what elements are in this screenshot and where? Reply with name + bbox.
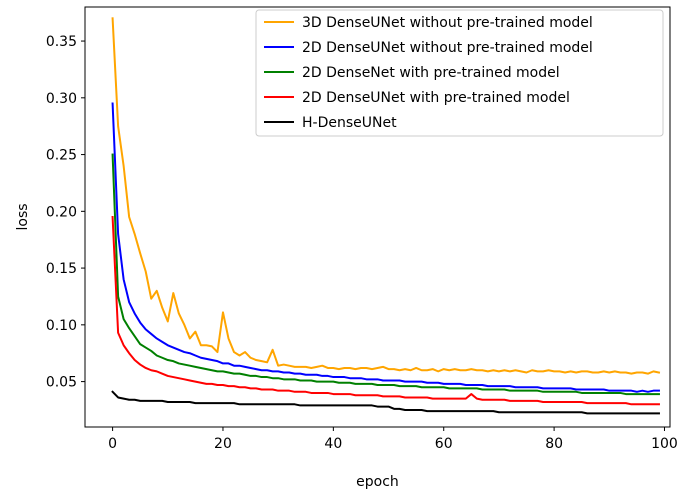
x-tick-label: 20 <box>214 436 232 452</box>
y-tick-label: 0.35 <box>46 34 77 50</box>
legend-label-1: 3D DenseUNet without pre-trained model <box>302 15 593 31</box>
series-line-3 <box>111 153 660 396</box>
x-axis: 0 20 40 60 80 100 <box>108 427 678 452</box>
series-layer <box>111 17 661 415</box>
x-tick-label: 80 <box>545 436 563 452</box>
legend-box <box>255 9 664 137</box>
y-tick-label: 0.10 <box>46 318 77 334</box>
legend-label-4: 2D DenseUNet with pre-trained model <box>302 90 570 106</box>
y-axis-label: loss <box>15 203 31 230</box>
x-tick-label: 60 <box>435 436 453 452</box>
legend-label-5: H-DenseUNet <box>302 115 397 131</box>
series-line-4 <box>111 215 660 406</box>
legend-label-2: 2D DenseUNet without pre-trained model <box>302 40 593 56</box>
y-tick-label: 0.25 <box>46 148 77 164</box>
series-line-2 <box>111 102 660 393</box>
series-line-1 <box>111 17 661 375</box>
x-tick-label: 0 <box>108 436 117 452</box>
legend: 3D DenseUNet without pre-trained model 2D… <box>255 9 664 137</box>
y-axis: 0.05 0.10 0.15 0.20 0.25 0.30 0.35 <box>46 34 85 391</box>
plot-frame <box>84 6 671 428</box>
y-tick-label: 0.15 <box>46 261 77 277</box>
x-tick-label: 40 <box>324 436 342 452</box>
y-tick-label: 0.05 <box>46 375 77 391</box>
y-tick-label: 0.20 <box>46 204 77 220</box>
x-axis-label: epoch <box>356 474 399 490</box>
series-line-5 <box>111 390 660 415</box>
y-tick-label: 0.30 <box>46 91 77 107</box>
x-tick-label: 100 <box>651 436 678 452</box>
legend-label-3: 2D DenseNet with pre-trained model <box>302 65 560 81</box>
